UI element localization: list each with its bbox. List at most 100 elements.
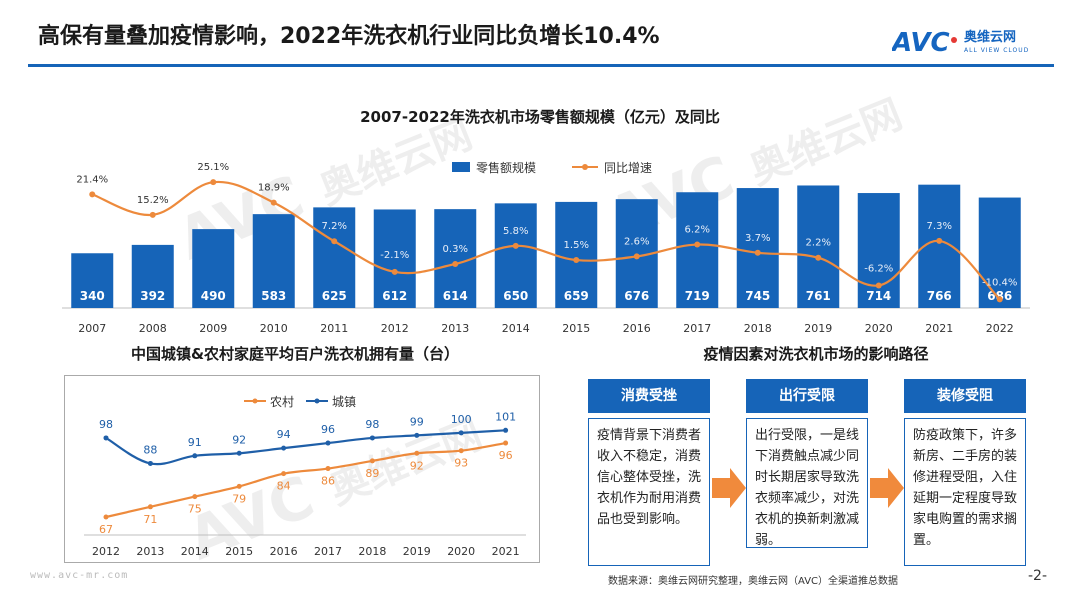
growth-label: 2.2%: [806, 238, 831, 249]
growth-point: [331, 238, 338, 245]
legend-bar-label: 零售额规模: [476, 160, 536, 175]
city-label: 99: [410, 415, 424, 428]
growth-point: [512, 242, 519, 249]
x-tick-label: 2012: [92, 545, 120, 558]
growth-point: [996, 296, 1003, 303]
growth-label: 15.2%: [137, 195, 169, 206]
x-tick-label: 2015: [562, 322, 590, 335]
growth-label: 21.4%: [76, 174, 108, 185]
x-tick-label: 2021: [925, 322, 953, 335]
rural-point: [458, 448, 464, 454]
growth-label: 25.1%: [197, 162, 229, 173]
bar-value-label: 714: [866, 289, 891, 303]
city-label: 94: [277, 428, 291, 441]
stage-2-head: 出行受限: [746, 379, 868, 413]
legend-city-label: 城镇: [332, 395, 356, 409]
x-tick-label: 2019: [804, 322, 832, 335]
growth-label: -2.1%: [380, 250, 409, 261]
x-tick-label: 2018: [358, 545, 386, 558]
x-tick-label: 2010: [260, 322, 288, 335]
bar: [373, 209, 416, 308]
city-label: 98: [99, 418, 113, 431]
rural-label: 86: [321, 475, 335, 488]
x-tick-label: 2007: [78, 322, 106, 335]
stage-1-head: 消费受挫: [588, 379, 710, 413]
growth-point: [452, 261, 459, 268]
legend-rural-marker: [252, 398, 258, 404]
growth-label: -10.4%: [982, 277, 1017, 288]
flow-arrow-icon: [712, 468, 746, 508]
legend-line-marker: [582, 164, 588, 170]
legend-rural-label: 农村: [270, 395, 294, 409]
bar: [313, 207, 356, 308]
growth-point: [89, 191, 96, 198]
rural-label: 84: [277, 480, 291, 493]
city-point: [414, 432, 420, 438]
bar-value-label: 745: [745, 289, 770, 303]
city-label: 100: [451, 413, 472, 426]
growth-label: 1.5%: [564, 240, 589, 251]
city-point: [503, 427, 509, 433]
growth-point: [815, 254, 822, 261]
legend-bar-swatch: [452, 162, 470, 172]
bar-value-label: 719: [685, 289, 710, 303]
logo-name-en: ALL VIEW CLOUD: [964, 47, 1029, 54]
x-tick-label: 2020: [865, 322, 893, 335]
stage-3-body: 防疫政策下，许多新房、二手房的装修进程受阻，入住延期一定程度导致家电购置的需求搁…: [904, 418, 1026, 566]
growth-point: [149, 211, 156, 218]
city-label: 98: [365, 418, 379, 431]
rural-point: [192, 494, 198, 500]
growth-label: 6.2%: [685, 225, 710, 236]
diagram-title: 疫情因素对洗衣机市场的影响路径: [703, 345, 929, 363]
x-tick-label: 2011: [320, 322, 348, 335]
bar: [192, 229, 235, 308]
x-tick-label: 2020: [447, 545, 475, 558]
page-title: 高保有量叠加疫情影响，2022年洗衣机行业同比负增长10.4%: [38, 24, 660, 49]
rural-label: 75: [188, 503, 202, 516]
city-label: 101: [495, 410, 516, 423]
logo-mark: AVC: [892, 28, 950, 58]
x-tick-label: 2015: [225, 545, 253, 558]
rural-point: [103, 514, 109, 520]
x-tick-label: 2017: [314, 545, 342, 558]
rural-point: [325, 466, 331, 472]
growth-point: [754, 249, 761, 256]
growth-point: [936, 237, 943, 244]
growth-label: -6.2%: [864, 263, 893, 274]
x-tick-label: 2008: [139, 322, 167, 335]
city-point: [103, 435, 109, 441]
growth-point: [391, 268, 398, 275]
growth-point: [875, 282, 882, 289]
stage-2-body: 出行受限，一是线下消费触点减少同时长期居家导致洗衣频率减少，对洗衣机的换新刺激减…: [746, 418, 868, 548]
bar: [676, 192, 719, 308]
x-tick-label: 2009: [199, 322, 227, 335]
x-tick-label: 2017: [683, 322, 711, 335]
growth-label: 0.3%: [443, 244, 468, 255]
website-url: www.avc-mr.com: [30, 570, 129, 581]
x-tick-label: 2019: [403, 545, 431, 558]
avc-logo: AVC 奥维云网 ALL VIEW CLOUD: [892, 28, 1029, 58]
x-tick-label: 2016: [270, 545, 298, 558]
logo-dot-icon: [951, 37, 957, 43]
x-tick-label: 2021: [492, 545, 520, 558]
rural-point: [369, 458, 375, 464]
x-tick-label: 2014: [181, 545, 209, 558]
growth-label: 7.3%: [927, 221, 952, 232]
ownership-chart-frame: [64, 375, 540, 563]
bar: [131, 244, 174, 308]
growth-line: [91, 180, 1001, 301]
x-tick-label: 2014: [502, 322, 530, 335]
growth-point: [573, 257, 580, 264]
bar-value-label: 650: [503, 289, 528, 303]
x-tick-label: 2012: [381, 322, 409, 335]
retail-sales-chart: 340 392 490 583 625 612 614 650 659 676 719 745 761 7…: [62, 160, 1030, 335]
city-point: [458, 430, 464, 436]
city-label: 92: [232, 433, 246, 446]
chart1-title: 2007-2022年洗衣机市场零售额规模（亿元）及同比: [360, 108, 720, 126]
rural-label: 71: [143, 513, 157, 526]
bar: [434, 209, 477, 308]
growth-point: [270, 199, 277, 206]
bar-value-label: 614: [443, 289, 468, 303]
rural-label: 89: [365, 467, 379, 480]
bar: [797, 185, 840, 308]
